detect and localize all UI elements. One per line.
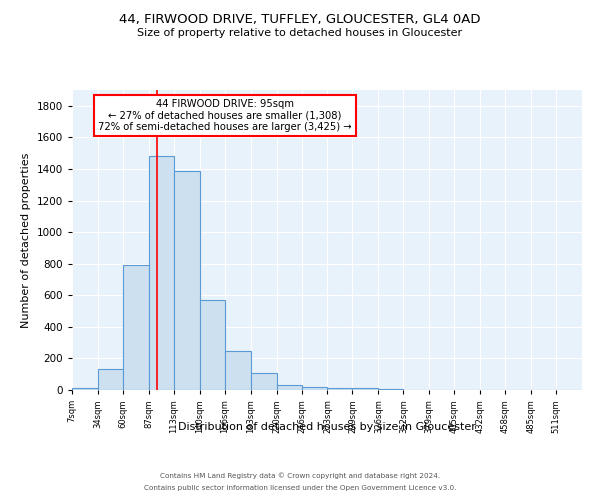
Text: Distribution of detached houses by size in Gloucester: Distribution of detached houses by size … bbox=[178, 422, 476, 432]
Bar bbox=[123, 266, 149, 390]
Text: 44 FIRWOOD DRIVE: 95sqm
← 27% of detached houses are smaller (1,308)
72% of semi: 44 FIRWOOD DRIVE: 95sqm ← 27% of detache… bbox=[98, 99, 352, 132]
Bar bbox=[251, 372, 277, 390]
Bar bbox=[225, 350, 251, 390]
Text: Size of property relative to detached houses in Gloucester: Size of property relative to detached ho… bbox=[137, 28, 463, 38]
Bar bbox=[277, 386, 302, 390]
Bar bbox=[149, 156, 174, 390]
Bar bbox=[302, 387, 328, 390]
Bar bbox=[174, 170, 200, 390]
Bar bbox=[98, 370, 123, 390]
Bar bbox=[352, 388, 379, 390]
Text: Contains HM Land Registry data © Crown copyright and database right 2024.: Contains HM Land Registry data © Crown c… bbox=[160, 472, 440, 479]
Bar bbox=[379, 389, 403, 390]
Y-axis label: Number of detached properties: Number of detached properties bbox=[21, 152, 31, 328]
Text: Contains public sector information licensed under the Open Government Licence v3: Contains public sector information licen… bbox=[144, 485, 456, 491]
Bar bbox=[72, 388, 98, 390]
Text: 44, FIRWOOD DRIVE, TUFFLEY, GLOUCESTER, GL4 0AD: 44, FIRWOOD DRIVE, TUFFLEY, GLOUCESTER, … bbox=[119, 12, 481, 26]
Bar bbox=[328, 388, 352, 390]
Bar bbox=[200, 300, 225, 390]
